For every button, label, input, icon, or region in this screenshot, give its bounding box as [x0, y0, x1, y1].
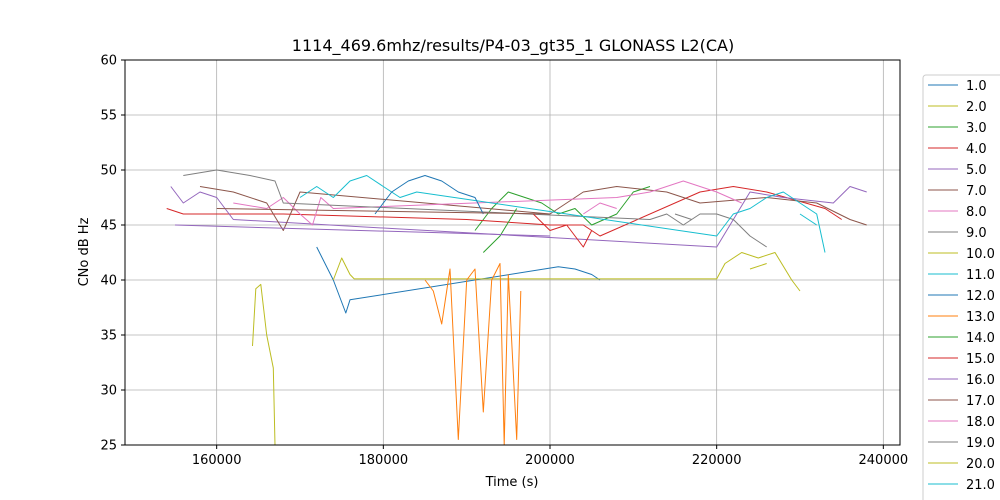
series-line-21.0	[799, 213, 817, 226]
series-line-11.0	[299, 175, 826, 253]
x-axis-label: Time (s)	[485, 475, 539, 490]
legend-label: 1.0	[966, 79, 987, 94]
y-tick-label: 55	[100, 109, 117, 124]
plot-frame	[124, 59, 901, 446]
legend-label: 5.0	[966, 163, 987, 178]
x-tick-label: 160000	[192, 453, 242, 468]
grid	[125, 59, 900, 446]
legend-label: 13.0	[966, 310, 995, 325]
series-layer	[166, 169, 867, 445]
series-line-19.0	[674, 213, 692, 220]
y-tick-label: 25	[100, 439, 117, 454]
x-tick-label: 240000	[859, 453, 909, 468]
y-tick-label: 40	[100, 274, 117, 289]
legend-label: 14.0	[966, 331, 995, 346]
series-line-15.0	[532, 213, 593, 248]
legend-label: 17.0	[966, 394, 995, 409]
x-axis: 160000 180000 200000 220000 240000	[192, 445, 908, 468]
legend-label: 11.0	[966, 268, 995, 283]
legend-label: 10.0	[966, 247, 995, 262]
legend-label: 16.0	[966, 373, 995, 388]
series-line-14.0	[482, 208, 518, 253]
y-tick-label: 35	[100, 329, 117, 344]
series-line-3.0	[474, 186, 651, 231]
x-tick-label: 220000	[692, 453, 742, 468]
series-line-8.0	[233, 180, 742, 226]
legend-label: 4.0	[966, 142, 987, 157]
series-line-20.0	[749, 263, 767, 270]
y-tick-label: 45	[100, 219, 117, 234]
legend-label: 9.0	[966, 226, 987, 241]
legend-label: 20.0	[966, 457, 995, 472]
series-line-5.0	[170, 186, 867, 248]
legend-label: 21.0	[966, 478, 995, 493]
legend-label: 8.0	[966, 205, 987, 220]
series-line-12.0	[374, 175, 484, 215]
y-tick-label: 60	[100, 54, 117, 69]
y-axis-label: CNo dB Hz	[77, 217, 92, 286]
series-line-10.0	[332, 252, 801, 292]
y-tick-label: 50	[100, 164, 117, 179]
series-line-2.0	[252, 283, 276, 445]
series-line-16.0	[174, 224, 551, 237]
legend-label: 15.0	[966, 352, 995, 367]
series-line-1.0	[316, 246, 601, 314]
legend-label: 18.0	[966, 415, 995, 430]
series-line-17.0	[216, 208, 551, 215]
x-tick-label: 200000	[525, 453, 575, 468]
y-tick-label: 30	[100, 384, 117, 399]
series-line-7.0	[199, 186, 867, 231]
legend-label: 19.0	[966, 436, 995, 451]
y-axis: 25 30 35 40 45 50 55 60	[100, 54, 125, 454]
series-line-13.0	[424, 263, 522, 445]
chart-title: 1114_469.6mhz/results/P4-03_gt35_1 GLONA…	[292, 36, 734, 56]
legend-label: 3.0	[966, 121, 987, 136]
series-line-9.0	[183, 169, 767, 248]
legend: 1.0 2.0 3.0 4.0 5.0 7.0 8.0 9.0 10.0 11.0 12.0 13.0…	[922, 74, 1000, 500]
legend-label: 7.0	[966, 184, 987, 199]
legend-label: 2.0	[966, 100, 987, 115]
legend-box	[922, 74, 1000, 500]
legend-label: 12.0	[966, 289, 995, 304]
x-tick-label: 180000	[359, 453, 409, 468]
series-line-18.0	[583, 202, 617, 215]
